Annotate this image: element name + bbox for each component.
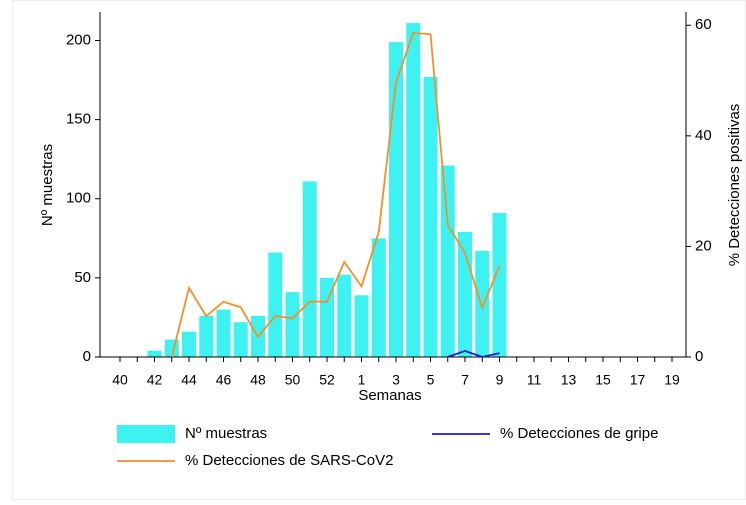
x-tick-label: 5 [427,372,435,388]
y2-tick-label: 40 [695,127,712,144]
legend-swatch [117,425,175,443]
x-tick-label: 40 [112,372,128,388]
bar [147,350,162,357]
bar [458,231,472,357]
bar [182,331,196,357]
bar [354,295,369,357]
bar [389,42,403,357]
y2-tick-label: 60 [695,16,712,33]
x-tick-label: 50 [285,372,301,388]
x-tick-label: 44 [181,372,197,388]
bar [320,277,334,357]
y2-axis-title: % Detecciones positivas [726,104,743,267]
line [447,349,500,358]
x-tick-label: 52 [319,372,335,388]
x-tick-label: 3 [392,372,400,388]
x-tick-label: 17 [630,372,646,388]
x-tick-label: 11 [527,372,542,388]
y-tick-label: 100 [66,190,91,207]
x-tick-label: 15 [595,372,611,388]
x-tick-label: 19 [664,372,680,388]
bar [440,165,455,357]
x-tick-label: 46 [216,372,232,388]
y-tick-label: 200 [66,31,91,48]
y-tick-label: 150 [66,111,91,128]
bar [406,23,421,358]
bar [371,238,386,357]
bar [268,252,283,357]
x-tick-label: 9 [496,372,504,388]
y2-tick-label: 0 [695,348,703,365]
x-tick-label: 7 [461,372,469,388]
x-tick-label: 1 [358,372,366,388]
y-axis-title: Nº muestras [39,144,56,226]
legend-label: % Detecciones de gripe [500,425,658,442]
x-axis-title: Semanas [358,387,421,404]
bar [475,250,490,357]
y-tick-label: 0 [83,348,91,365]
bar [423,76,438,358]
bar [337,274,352,357]
legend-label: % Detecciones de SARS-CoV2 [185,452,393,469]
y2-tick-label: 20 [695,237,712,254]
bar [233,322,248,357]
bar [302,181,317,357]
bar [492,212,507,357]
x-tick-label: 48 [250,372,266,388]
x-tick-label: 13 [561,372,577,388]
bar [216,309,231,357]
bar [285,292,300,357]
x-tick-label: 42 [147,372,163,388]
y-tick-label: 50 [74,269,91,286]
line [170,32,501,358]
legend-label: Nº muestras [185,425,267,442]
bar [199,315,214,357]
